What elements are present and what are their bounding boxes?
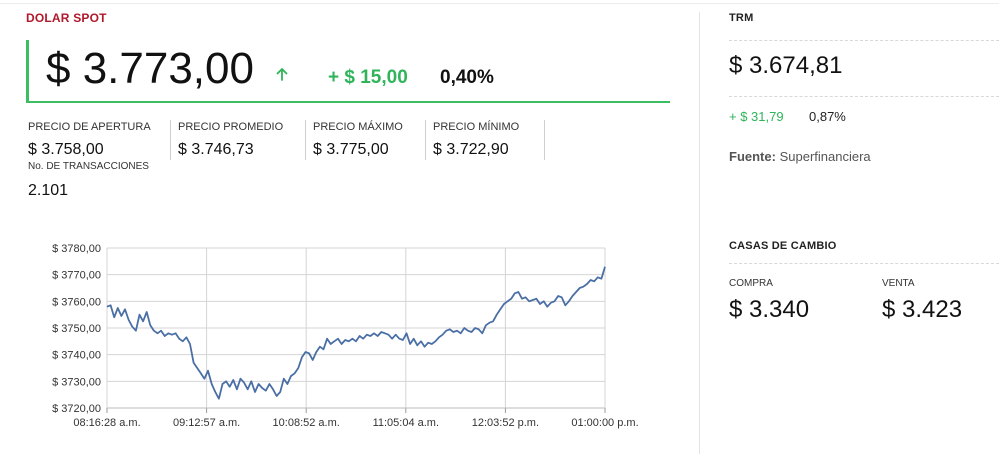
- transactions-value: 2.101: [28, 182, 69, 199]
- price-line-chart: $ 3720,00 $ 3730,00 $ 3740,00 $ 3750,00 $ 37…: [52, 243, 639, 429]
- spot-change: + $ 15,00: [328, 67, 408, 88]
- y-tick-label: $ 3730,00: [52, 376, 101, 388]
- trm-change-percent: 0,87%: [809, 109, 846, 124]
- stat-value-promedio: $ 3.746,73: [178, 141, 254, 158]
- spot-change-percent: 0,40%: [440, 67, 494, 88]
- stat-separator: [170, 120, 171, 160]
- stat-label-minimo: PRECIO MÍNIMO: [433, 121, 520, 133]
- dashed-divider: [729, 96, 999, 97]
- dashed-divider: [729, 40, 999, 41]
- series-line: [106, 266, 606, 400]
- trm-title: TRM: [729, 12, 754, 24]
- arrow-up-icon: [276, 68, 288, 81]
- dolar-spot-title: DOLAR SPOT: [26, 11, 107, 25]
- transactions-label: No. DE TRANSACCIONES: [28, 161, 149, 172]
- x-tick-label: 01:00:00 p.m.: [571, 417, 638, 429]
- y-tick-label: $ 3760,00: [52, 296, 101, 308]
- stat-label-maximo: PRECIO MÁXIMO: [313, 121, 403, 133]
- trm-value: $ 3.674,81: [729, 52, 843, 79]
- top-border: [0, 3, 999, 4]
- x-tick-label: 08:16:28 a.m.: [73, 417, 140, 429]
- y-tick-label: $ 3720,00: [52, 403, 101, 415]
- trm-source-label: Fuente:: [729, 149, 776, 164]
- x-tick-label: 11:05:04 a.m.: [373, 417, 439, 429]
- buy-label: COMPRA: [729, 278, 773, 289]
- stat-value-maximo: $ 3.775,00: [313, 141, 389, 158]
- x-tick-label: 12:03:52 p.m.: [472, 417, 539, 429]
- trm-change: + $ 31,79: [729, 109, 784, 124]
- stat-value-apertura: $ 3.758,00: [28, 141, 104, 158]
- stat-label-apertura: PRECIO DE APERTURA: [28, 121, 151, 133]
- stat-value-minimo: $ 3.722,90: [433, 141, 509, 158]
- stat-label-promedio: PRECIO PROMEDIO: [178, 121, 284, 133]
- sell-label: VENTA: [882, 278, 915, 289]
- panel-divider: [699, 12, 700, 454]
- y-tick-label: $ 3740,00: [52, 350, 101, 362]
- price-box: [26, 40, 670, 103]
- x-tick-label: 10:08:52 a.m.: [273, 417, 340, 429]
- stat-separator: [305, 120, 306, 160]
- trm-source-value: Superfinanciera: [779, 149, 871, 164]
- y-tick-label: $ 3770,00: [52, 270, 101, 282]
- stat-separator: [544, 120, 545, 160]
- sell-value: $ 3.423: [882, 296, 963, 323]
- x-tick-label: 09:12:57 a.m.: [173, 417, 240, 429]
- spot-price: $ 3.773,00: [46, 44, 254, 93]
- buy-value: $ 3.340: [729, 296, 810, 323]
- dashed-divider: [729, 263, 999, 264]
- y-tick-label: $ 3750,00: [52, 323, 101, 335]
- stat-separator: [425, 120, 426, 160]
- trm-source: Fuente: Superfinanciera: [729, 149, 871, 164]
- casas-title: CASAS DE CAMBIO: [729, 240, 837, 252]
- y-tick-label: $ 3780,00: [52, 243, 101, 255]
